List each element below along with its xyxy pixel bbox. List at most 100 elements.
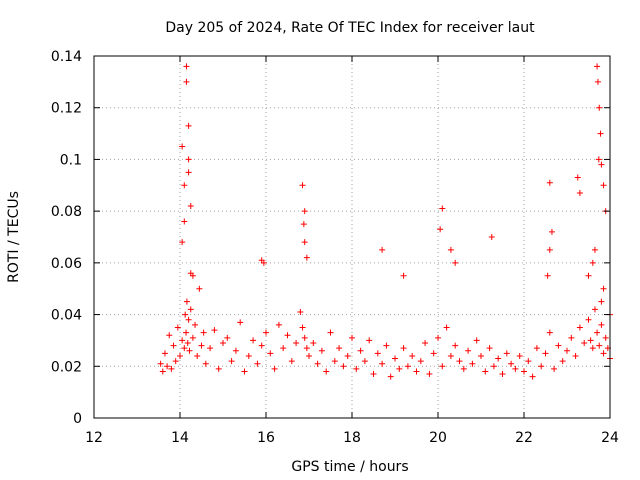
data-point (271, 365, 278, 372)
data-point (594, 78, 601, 85)
data-point (572, 352, 579, 359)
data-point (331, 358, 338, 365)
data-point (192, 321, 199, 328)
y-tick-label: 0.04 (51, 308, 82, 324)
data-point (200, 329, 207, 336)
data-point (275, 321, 282, 328)
y-tick-label: 0.08 (51, 204, 82, 220)
data-point (551, 365, 558, 372)
data-point (533, 345, 540, 352)
data-point (546, 246, 553, 253)
data-point (495, 355, 502, 362)
data-point (596, 104, 603, 111)
data-point (189, 334, 196, 341)
data-point (488, 234, 495, 240)
y-axis-label: ROTI / TECUs (6, 191, 22, 283)
data-point (473, 337, 480, 344)
data-point (447, 246, 454, 253)
data-point (439, 205, 446, 212)
data-point (443, 324, 450, 331)
data-point (179, 337, 186, 344)
data-point (327, 329, 334, 336)
y-tick-label: 0.02 (51, 359, 82, 375)
data-point (301, 334, 308, 341)
data-point (310, 340, 317, 347)
x-tick-label: 22 (515, 430, 533, 446)
data-point (183, 78, 190, 85)
data-point (594, 63, 601, 70)
data-point (361, 358, 368, 365)
data-point (452, 259, 459, 266)
data-point (297, 308, 304, 315)
x-tick-label: 20 (429, 430, 447, 446)
data-point (600, 182, 607, 189)
data-point (508, 360, 515, 367)
x-tick-label: 14 (171, 430, 189, 446)
data-point (183, 298, 190, 305)
data-point (159, 368, 166, 375)
data-point (207, 345, 214, 352)
data-point (237, 319, 244, 326)
data-point (353, 365, 360, 372)
x-tick-label: 24 (601, 430, 619, 446)
data-point (185, 156, 192, 163)
data-point (301, 208, 308, 215)
data-point (544, 272, 551, 279)
data-point (250, 337, 257, 344)
data-point (596, 342, 603, 349)
data-point (595, 156, 602, 163)
data-point (318, 347, 325, 354)
data-point (529, 373, 536, 380)
data-point (228, 358, 235, 365)
data-point (254, 360, 261, 367)
data-point (435, 334, 441, 341)
data-point (409, 352, 416, 359)
data-point (166, 332, 173, 339)
data-point (284, 332, 291, 339)
data-point (189, 272, 196, 279)
data-point (597, 130, 604, 137)
data-point (300, 221, 307, 228)
data-point (185, 316, 192, 323)
data-point (181, 182, 188, 189)
data-point (564, 347, 570, 354)
data-point (215, 365, 222, 372)
data-point (589, 345, 596, 352)
data-point (303, 345, 310, 352)
data-point (587, 337, 594, 344)
data-point (404, 363, 411, 370)
data-point (267, 350, 274, 357)
data-point (396, 365, 403, 372)
data-point (179, 239, 186, 246)
data-point (183, 329, 190, 336)
data-point (555, 342, 562, 349)
data-point (336, 345, 343, 352)
data-point (220, 340, 226, 347)
data-point (280, 345, 287, 352)
data-point (181, 345, 188, 352)
data-point (486, 345, 493, 352)
data-point (187, 202, 194, 209)
data-point (172, 358, 179, 365)
data-point (437, 226, 444, 233)
data-point (168, 365, 175, 372)
data-point (198, 342, 205, 349)
data-point (447, 352, 454, 359)
data-point (452, 342, 459, 349)
data-point (392, 355, 398, 362)
data-point (370, 371, 377, 378)
data-point (538, 363, 545, 370)
data-point (576, 190, 583, 197)
data-point (598, 161, 605, 168)
data-point (185, 169, 192, 176)
data-point (299, 182, 306, 189)
data-point (301, 239, 308, 246)
data-point (184, 340, 191, 347)
x-tick-label: 12 (85, 430, 103, 446)
data-point (546, 329, 553, 336)
data-point (245, 352, 252, 359)
data-point (585, 316, 592, 323)
y-tick-label: 0.06 (51, 256, 82, 272)
data-point (598, 321, 605, 328)
data-point (202, 360, 209, 367)
